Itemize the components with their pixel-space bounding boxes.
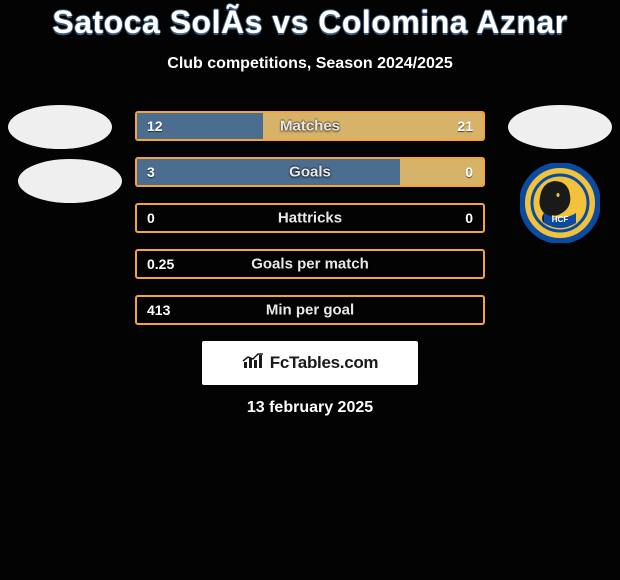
player1-badge-placeholder-2	[18, 159, 122, 203]
title-player2: Colomina Aznar	[318, 4, 567, 40]
stat-value-left: 413	[147, 302, 170, 318]
subtitle: Club competitions, Season 2024/2025	[0, 55, 620, 73]
club-logo: HCF	[520, 163, 600, 243]
player1-badge-placeholder-1	[8, 105, 112, 149]
title-player1: Satoca SolÃs	[52, 4, 263, 40]
stat-label: Goals per match	[251, 256, 369, 273]
stat-row-min-per-goal: 413 Min per goal	[135, 295, 485, 325]
bar-chart-icon	[242, 352, 264, 375]
page-title: Satoca SolÃs vs Colomina Aznar	[0, 4, 620, 41]
stat-row-goals-per-match: 0.25 Goals per match	[135, 249, 485, 279]
date: 13 february 2025	[0, 399, 620, 417]
stat-value-left: 3	[147, 164, 155, 180]
title-vs: vs	[272, 4, 309, 40]
stat-value-right: 21	[457, 118, 473, 134]
stats-area: HCF 12 Matches 21 3 Goals 0 0	[0, 111, 620, 417]
stat-value-left: 0.25	[147, 256, 174, 272]
stat-rows: 12 Matches 21 3 Goals 0 0 Hattricks 0	[135, 111, 485, 325]
stat-value-left: 12	[147, 118, 163, 134]
stat-label: Matches	[280, 118, 340, 135]
stat-label: Goals	[289, 164, 331, 181]
stat-fill-left	[137, 159, 400, 185]
stat-row-hattricks: 0 Hattricks 0	[135, 203, 485, 233]
player2-badge-placeholder-1	[508, 105, 612, 149]
stat-label: Min per goal	[266, 302, 354, 319]
stat-value-right: 0	[465, 210, 473, 226]
svg-text:HCF: HCF	[552, 215, 569, 224]
stat-row-goals: 3 Goals 0	[135, 157, 485, 187]
attribution-text: FcTables.com	[270, 353, 379, 373]
stat-row-matches: 12 Matches 21	[135, 111, 485, 141]
attribution[interactable]: FcTables.com	[202, 341, 418, 385]
comparison-container: Satoca SolÃs vs Colomina Aznar Club comp…	[0, 0, 620, 417]
stat-label: Hattricks	[278, 210, 342, 227]
stat-value-right: 0	[465, 164, 473, 180]
stat-value-left: 0	[147, 210, 155, 226]
